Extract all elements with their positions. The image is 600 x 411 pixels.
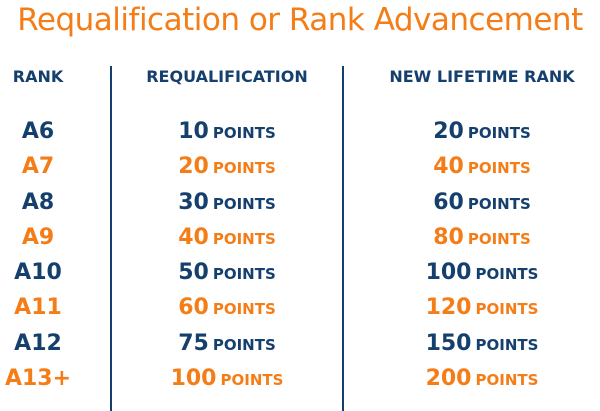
points-value: 150: [425, 330, 472, 356]
points-value: 200: [425, 366, 472, 392]
lifetime-cell: 120 POINTS: [350, 292, 600, 327]
points-value: 20: [178, 154, 209, 180]
lifetime-column: 20 POINTS 40 POINTS 60 POINTS 80 POINTS 100 POINT…: [350, 116, 600, 398]
points-unit: POINTS: [212, 194, 276, 213]
points-unit: POINTS: [475, 371, 539, 390]
points-unit: POINTS: [467, 159, 531, 178]
points-value: 75: [178, 330, 209, 356]
points-value: 30: [178, 189, 209, 215]
lifetime-cell: 100 POINTS: [350, 257, 600, 292]
rank-label: A11: [14, 295, 62, 321]
requalification-cell: 100 POINTS: [112, 363, 342, 398]
points-unit: POINTS: [467, 124, 531, 142]
requalification-cell: 40 POINTS: [112, 222, 342, 257]
rank-label: A9: [21, 224, 55, 250]
points-unit: POINTS: [212, 124, 276, 142]
points-unit: POINTS: [212, 159, 276, 178]
rank-cell: A7: [0, 151, 76, 186]
rank-cell: A12: [0, 328, 76, 363]
header-lifetime: NEW LIFETIME RANK: [389, 67, 575, 86]
points-unit: POINTS: [467, 194, 531, 213]
header-rank: RANK: [12, 67, 64, 86]
requalification-column: 10 POINTS 20 POINTS 30 POINTS 40 POINTS 50 POINTS…: [112, 116, 342, 398]
points-unit: POINTS: [475, 265, 539, 284]
points-unit: POINTS: [212, 300, 276, 319]
points-unit: POINTS: [212, 229, 276, 248]
lifetime-cell: 20 POINTS: [350, 116, 600, 151]
rank-cell: A13+: [0, 363, 76, 398]
points-unit: POINTS: [475, 335, 539, 354]
lifetime-cell: 60 POINTS: [350, 187, 600, 222]
requalification-cell: 10 POINTS: [112, 116, 342, 151]
lifetime-cell: 80 POINTS: [350, 222, 600, 257]
rank-cell: A8: [0, 187, 76, 222]
rank-label: A13+: [4, 366, 72, 392]
page-title: Requalification or Rank Advancement: [17, 2, 583, 38]
rank-label: A7: [21, 154, 55, 180]
points-value: 100: [170, 366, 217, 392]
points-value: 10: [178, 119, 209, 144]
points-value: 40: [433, 154, 464, 180]
rank-cell: A9: [0, 222, 76, 257]
requalification-cell: 30 POINTS: [112, 187, 342, 222]
points-unit: POINTS: [212, 335, 276, 354]
points-value: 120: [425, 295, 472, 321]
points-value: 60: [178, 295, 209, 321]
lifetime-cell: 150 POINTS: [350, 328, 600, 363]
lifetime-cell: 200 POINTS: [350, 363, 600, 398]
rank-label: A6: [21, 119, 55, 144]
column-divider: [342, 66, 344, 411]
points-value: 40: [178, 224, 209, 250]
points-value: 100: [425, 260, 472, 286]
rank-cell: A11: [0, 292, 76, 327]
rank-label: A8: [21, 189, 55, 215]
requalification-cell: 75 POINTS: [112, 328, 342, 363]
rank-cell: A6: [0, 116, 76, 151]
rank-label: A12: [14, 330, 62, 356]
rank-column: A6 A7 A8 A9 A10 A11 A12 A13+: [0, 116, 76, 398]
column-divider: [110, 66, 112, 411]
points-unit: POINTS: [475, 300, 539, 319]
points-value: 60: [433, 189, 464, 215]
points-value: 50: [178, 260, 209, 286]
points-value: 80: [433, 224, 464, 250]
rank-cell: A10: [0, 257, 76, 292]
points-value: 20: [433, 119, 464, 144]
lifetime-cell: 40 POINTS: [350, 151, 600, 186]
rank-label: A10: [14, 260, 62, 286]
requalification-cell: 60 POINTS: [112, 292, 342, 327]
points-unit: POINTS: [212, 265, 276, 284]
points-unit: POINTS: [467, 229, 531, 248]
requalification-cell: 20 POINTS: [112, 151, 342, 186]
header-requalification: REQUALIFICATION: [146, 67, 308, 86]
points-unit: POINTS: [220, 371, 284, 390]
requalification-cell: 50 POINTS: [112, 257, 342, 292]
